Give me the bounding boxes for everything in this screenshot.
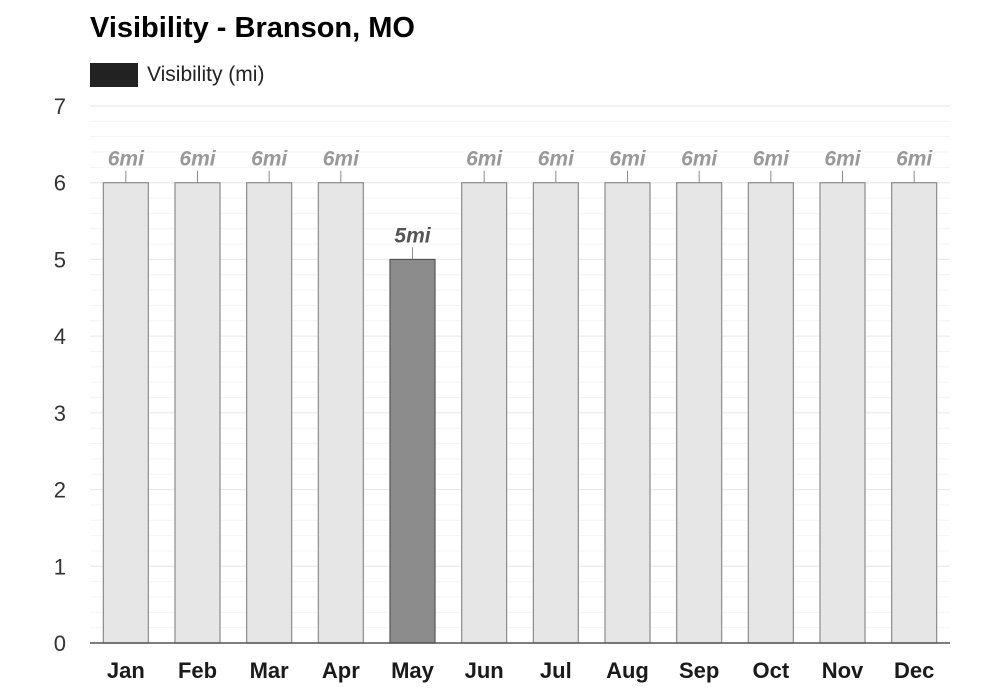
data-label-jun: 6mi [466,148,503,171]
x-tick-label: Sep [679,658,719,683]
bar-oct [747,182,794,644]
data-label-sep: 6mi [681,148,718,171]
x-tick-label: Nov [822,658,864,683]
y-tick-label: 7 [54,94,66,119]
x-tick-label: Feb [178,658,217,683]
y-tick-label: 3 [54,401,66,426]
bar-sep [676,182,723,644]
data-label-oct: 6mi [753,148,790,171]
x-tick-label: Jul [540,658,572,683]
data-label-dec: 6mi [896,148,933,171]
y-tick-label: 2 [54,478,66,503]
x-tick-label: Jan [107,658,145,683]
axes: 0 1 2 3 4 5 6 7 Jan Feb Mar Apr May Jun Jul Aug Sep Oct No… [54,94,950,683]
data-label-aug: 6mi [609,148,646,171]
legend-swatch [90,63,138,87]
bar-apr [317,182,364,644]
x-tick-label: Aug [606,658,649,683]
y-tick-label: 0 [54,631,66,656]
bar-dec [891,182,938,644]
data-label-mar: 6mi [251,148,288,171]
y-tick-label: 5 [54,247,66,272]
grid-lines [90,105,950,629]
bar-jul [532,182,579,644]
bar-jun [461,182,508,644]
bars [102,182,938,644]
data-labels: 6mi 6mi 6mi 6mi 5mi 6mi 6mi 6mi 6mi 6mi 6mi 6mi [108,148,933,260]
x-tick-label: May [391,658,435,683]
bar-feb [174,182,221,644]
bar-mar [246,182,293,644]
data-label-jul: 6mi [538,148,575,171]
chart-legend: Visibility (mi) [90,62,264,88]
bar-jan [102,182,149,644]
x-tick-label: Dec [894,658,934,683]
data-label-may: 5mi [394,224,431,247]
x-tick-label: Jun [465,658,504,683]
legend-label: Visibility (mi) [147,63,265,86]
x-tick-label: Mar [250,658,290,683]
data-label-apr: 6mi [323,148,360,171]
y-tick-label: 4 [54,324,66,349]
bar-may [389,258,436,644]
data-label-jan: 6mi [108,148,145,171]
x-tick-label: Oct [752,658,789,683]
x-tick-label: Apr [322,658,360,683]
data-label-feb: 6mi [179,148,216,171]
bar-nov [819,182,866,644]
chart-title: Visibility - Branson, MO [90,12,415,44]
bar-aug [604,182,651,644]
y-tick-label: 1 [54,554,66,579]
y-tick-label: 6 [54,171,66,196]
data-label-nov: 6mi [824,148,861,171]
